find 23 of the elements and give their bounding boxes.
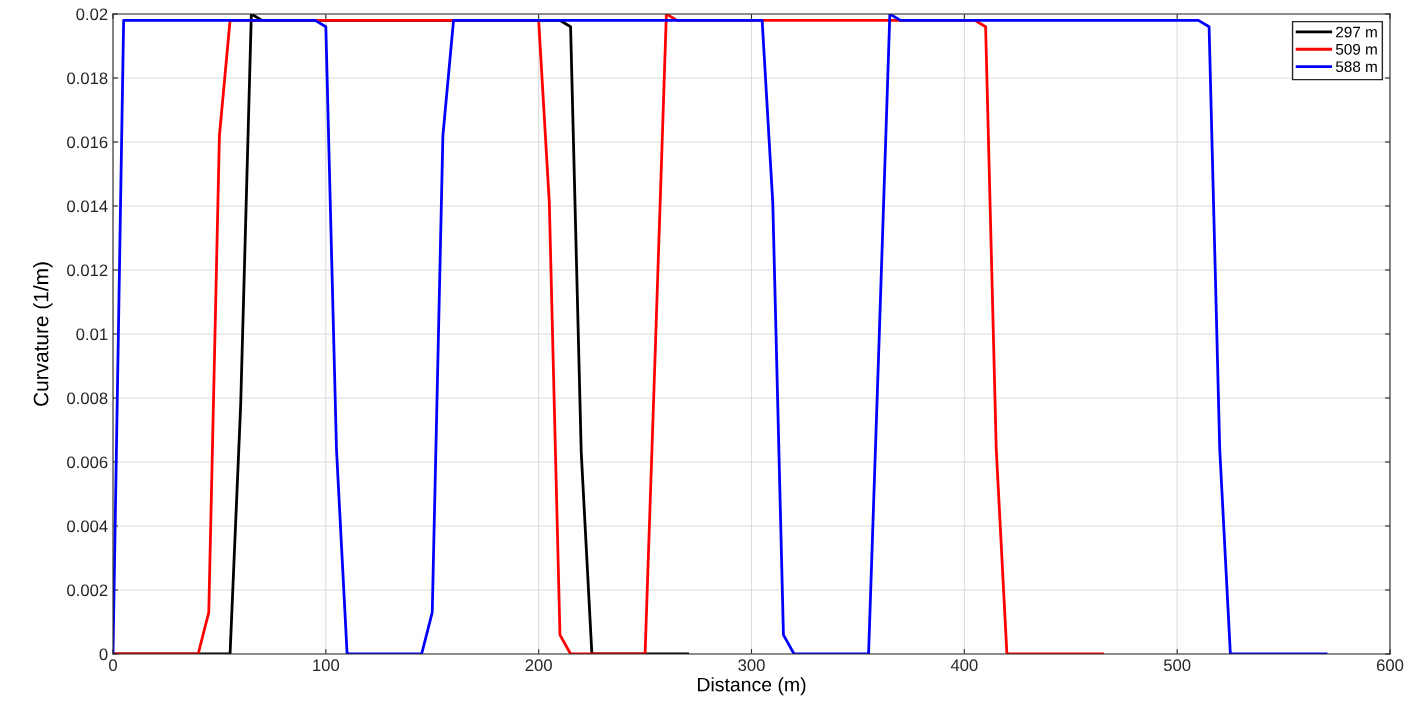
x-tick-label: 0 — [109, 659, 117, 672]
legend-label: 297 m — [1336, 26, 1377, 38]
y-axis-title: Curvature (1/m) — [33, 262, 53, 406]
y-tick-label: 0.01 — [76, 328, 108, 341]
x-tick-label: 300 — [738, 659, 765, 672]
y-tick-label: 0.008 — [67, 392, 108, 405]
x-tick-label: 600 — [1376, 659, 1404, 672]
y-tick-label: 0.006 — [67, 456, 108, 469]
legend-label: 509 m — [1335, 43, 1377, 55]
y-tick-label: 0.002 — [67, 584, 108, 597]
x-axis-title: Distance (m) — [698, 677, 806, 696]
x-tick-label: 100 — [313, 659, 340, 672]
y-tick-label: 0.014 — [67, 200, 108, 213]
x-tick-label: 200 — [525, 659, 552, 672]
y-tick-label: 0.02 — [76, 8, 108, 21]
y-tick-label: 0.004 — [67, 520, 108, 533]
y-tick-label: 0.012 — [67, 264, 108, 277]
legend-label: 588 m — [1335, 61, 1377, 73]
x-tick-label: 400 — [950, 659, 978, 672]
x-tick-label: 500 — [1163, 659, 1191, 672]
y-tick-label: 0 — [99, 648, 108, 661]
y-tick-label: 0.018 — [67, 72, 108, 85]
y-tick-label: 0.016 — [67, 136, 108, 149]
